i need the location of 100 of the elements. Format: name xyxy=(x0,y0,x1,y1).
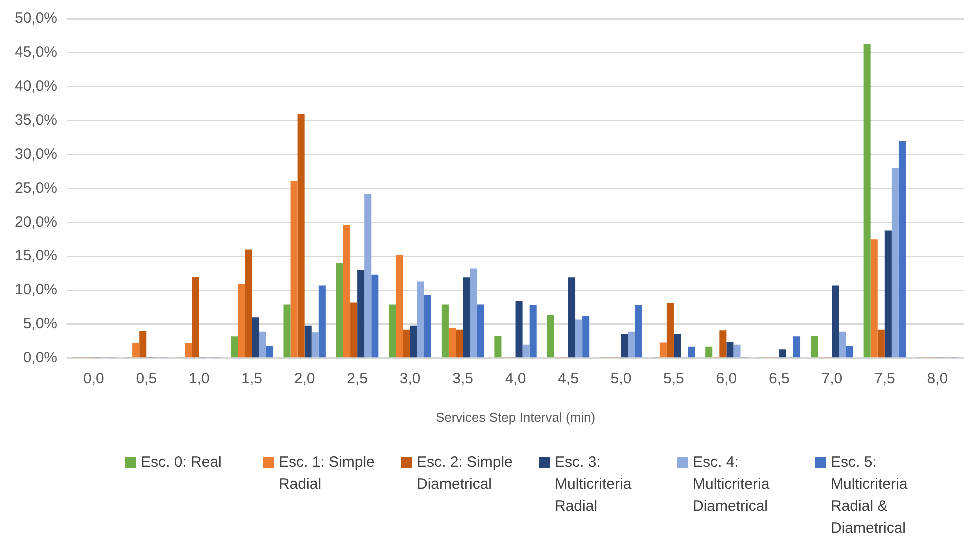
bar xyxy=(793,336,801,358)
bar xyxy=(410,326,418,358)
bar xyxy=(706,346,713,358)
y-tick-label: 35,0% xyxy=(14,112,58,129)
bar xyxy=(864,44,871,358)
x-tick-label: 6,5 xyxy=(769,370,790,388)
legend-label: Esc. 2: Simple Diametrical xyxy=(417,453,514,495)
legend-label: Esc. 3: Multicriteria Radial xyxy=(555,453,633,517)
bar xyxy=(364,194,372,358)
bar xyxy=(396,255,404,358)
bar xyxy=(870,240,878,358)
bar xyxy=(344,225,351,358)
bar xyxy=(318,286,326,358)
bar xyxy=(635,305,642,358)
bar xyxy=(516,301,523,358)
x-tick-label: 2,5 xyxy=(347,370,368,388)
y-tick-label: 45,0% xyxy=(14,44,58,62)
bar xyxy=(734,344,741,358)
bar xyxy=(358,270,365,358)
legend-label: Esc. 0: Real xyxy=(141,453,223,473)
y-tick-label: 50,0% xyxy=(14,10,58,28)
bar xyxy=(403,330,410,358)
x-tick-label: 6,0 xyxy=(716,370,738,388)
y-tick-label: 0,0% xyxy=(23,350,58,367)
bar xyxy=(284,304,291,358)
bar xyxy=(832,286,840,358)
bar xyxy=(494,336,502,358)
bar xyxy=(846,346,854,358)
bar xyxy=(568,278,576,358)
bar xyxy=(266,346,274,358)
bar xyxy=(298,114,305,358)
bar xyxy=(660,342,667,358)
bar xyxy=(811,336,818,358)
x-tick-label: 5,5 xyxy=(664,370,684,388)
bar xyxy=(185,343,192,358)
bar xyxy=(674,334,681,358)
x-tick-label: 7,5 xyxy=(874,370,896,388)
bar xyxy=(576,320,583,358)
bar xyxy=(245,250,252,358)
x-tick-label: 1,5 xyxy=(242,370,263,388)
x-tick-label: 5,0 xyxy=(610,370,632,388)
bar xyxy=(522,344,530,358)
bar xyxy=(463,278,470,358)
y-tick-label: 40,0% xyxy=(14,78,58,96)
y-tick-label: 5,0% xyxy=(23,316,58,333)
bar xyxy=(621,334,628,358)
y-tick-label: 30,0% xyxy=(14,146,58,163)
y-tick-label: 10,0% xyxy=(14,282,58,299)
x-tick-label: 3,0 xyxy=(400,370,421,388)
bar xyxy=(252,318,260,358)
bar xyxy=(132,343,140,358)
bar xyxy=(898,141,906,358)
legend-label: Esc. 4: Multicriteria Diametrical xyxy=(693,453,771,517)
bar xyxy=(530,305,537,358)
x-tick-label: 0,5 xyxy=(136,370,158,388)
x-tick-label: 4,0 xyxy=(505,370,526,388)
bar xyxy=(389,304,396,358)
bar xyxy=(304,326,312,358)
bar xyxy=(238,284,246,358)
x-tick-label: 2,0 xyxy=(294,370,316,388)
legend-label: Esc. 1: Simple Radial xyxy=(279,453,376,495)
bar xyxy=(140,331,147,358)
x-axis-title: Services Step Interval (min) xyxy=(436,410,596,425)
x-tick-label: 1,0 xyxy=(188,370,210,388)
bar xyxy=(456,330,464,358)
x-tick-label: 7,0 xyxy=(822,370,843,388)
legend-label: Esc. 5: Multicriteria Radial & Diametrical xyxy=(831,453,909,539)
bar xyxy=(312,332,319,358)
bar xyxy=(582,316,590,358)
bar xyxy=(547,314,554,358)
bar xyxy=(442,304,449,358)
x-tick-label: 0,0 xyxy=(83,370,104,388)
bar xyxy=(470,268,478,358)
bar xyxy=(336,263,344,358)
bar xyxy=(666,303,674,358)
bar xyxy=(726,342,734,358)
x-tick-label: 8,0 xyxy=(927,370,948,388)
bar xyxy=(839,332,846,358)
x-tick-label: 4,5 xyxy=(558,370,579,388)
bar xyxy=(192,276,200,358)
bar xyxy=(779,350,786,358)
bar xyxy=(231,336,238,358)
y-tick-label: 20,0% xyxy=(14,214,58,231)
bar xyxy=(259,332,266,358)
bar xyxy=(688,346,696,358)
bar xyxy=(720,330,727,358)
y-tick-label: 25,0% xyxy=(14,180,58,197)
bar xyxy=(350,302,358,358)
y-tick-label: 15,0% xyxy=(14,248,58,265)
bar xyxy=(878,330,885,358)
bar xyxy=(448,328,456,358)
bar xyxy=(417,282,424,358)
bar xyxy=(290,181,298,358)
bar xyxy=(477,304,484,358)
bar xyxy=(372,274,379,358)
x-tick-label: 3,5 xyxy=(452,370,474,388)
bar xyxy=(884,230,892,358)
bar xyxy=(892,168,899,358)
bar xyxy=(424,295,432,358)
bar xyxy=(628,332,636,358)
